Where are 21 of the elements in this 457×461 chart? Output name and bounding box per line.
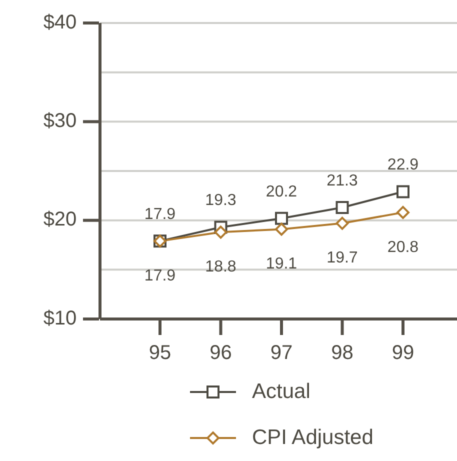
x-tick-label: 97 [270,342,293,364]
data-label: 22.9 [387,156,419,174]
legend-label: Actual [252,380,310,404]
x-tick-label: 98 [331,342,354,364]
x-tick-label: 95 [148,342,172,364]
x-tick-label: 99 [392,342,414,364]
y-tick-label: $10 [43,307,77,330]
data-label: 20.2 [266,183,298,200]
data-label: 19.3 [205,192,236,210]
data-label: 21.3 [326,172,358,190]
data-label: 19.1 [266,256,298,273]
y-tick-label: $40 [43,11,77,34]
x-tick-label: 96 [210,342,232,364]
data-label: 19.7 [326,250,358,267]
data-label: 17.9 [144,206,176,224]
data-label: 17.9 [144,267,176,284]
y-tick-label: $20 [43,208,77,231]
data-label: 18.8 [205,258,236,276]
data-label: 20.8 [387,238,419,256]
y-tick-label: $30 [43,110,77,132]
legend-label: CPI Adjusted [252,426,374,450]
